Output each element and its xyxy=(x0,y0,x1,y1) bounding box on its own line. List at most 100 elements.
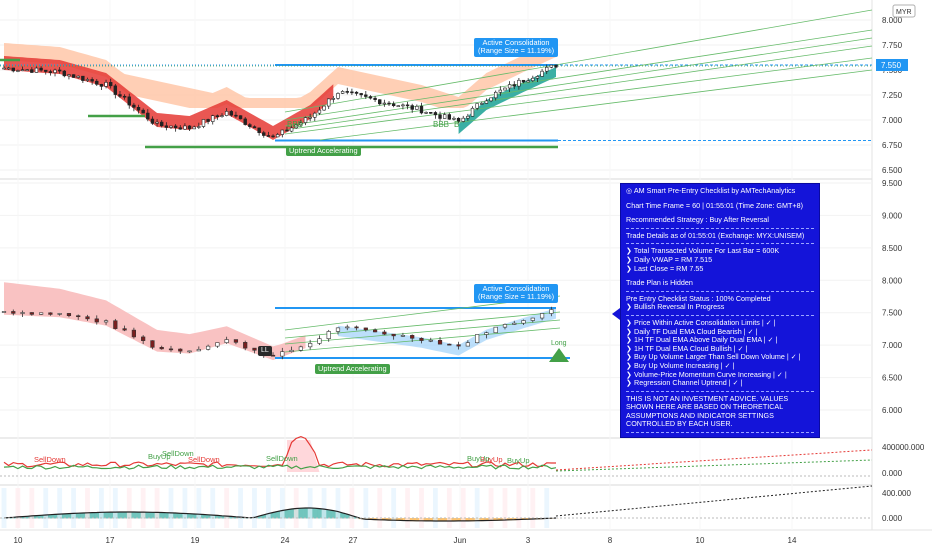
last-close-text: Last Close = RM 7.55 xyxy=(634,263,704,273)
momentum-bar xyxy=(103,512,109,519)
time-tick-label: 10 xyxy=(14,536,23,545)
daily-candle xyxy=(48,312,53,315)
momentum-bar xyxy=(52,514,58,519)
daily-candle xyxy=(326,331,331,340)
daily-candle xyxy=(437,339,443,345)
candle xyxy=(391,103,396,107)
momentum-heat-cell xyxy=(279,488,285,528)
momentum-heat-cell xyxy=(544,488,550,528)
momentum-bar xyxy=(284,509,290,519)
candle xyxy=(517,79,521,87)
momentum-bar xyxy=(298,508,304,519)
candle xyxy=(178,127,182,130)
check-text: Regression Channel Uptrend | ✓ | xyxy=(634,378,743,388)
long-signal-arrow xyxy=(549,348,569,362)
candle xyxy=(354,91,359,94)
time-tick-label: 24 xyxy=(281,536,290,545)
candle xyxy=(521,79,526,83)
candle xyxy=(433,112,438,116)
candle xyxy=(317,109,322,114)
chevron-right-icon: ❯ xyxy=(626,369,635,379)
daily-bull-ribbon xyxy=(338,308,556,356)
chevron-right-icon: ❯ xyxy=(626,263,635,273)
price-tick-label: 7.250 xyxy=(882,91,903,100)
currency-label: MYR xyxy=(896,9,912,16)
candle xyxy=(122,95,127,98)
momentum-bar xyxy=(312,508,318,519)
momentum-heat-cell xyxy=(126,488,132,528)
regression-line xyxy=(319,69,873,141)
momentum-bar xyxy=(456,518,461,522)
candle xyxy=(275,134,280,138)
check-item: ❯ Price Within Active Consolidation Limi… xyxy=(626,318,814,328)
regression-line xyxy=(284,45,873,131)
candle xyxy=(90,79,94,82)
daily-candle xyxy=(530,317,535,321)
candle xyxy=(382,102,387,105)
daily-regression-line xyxy=(284,311,561,339)
momentum-bar xyxy=(493,518,499,521)
daily-candle xyxy=(298,346,303,351)
target-icon: ◎ xyxy=(626,186,634,195)
daily-candle xyxy=(539,313,545,319)
chevron-right-icon: ❯ xyxy=(626,352,635,362)
candle xyxy=(498,89,503,93)
daily-candle xyxy=(76,315,81,318)
momentum-heat-cell xyxy=(57,488,63,528)
momentum-bar xyxy=(34,515,39,519)
daily-candle xyxy=(243,342,248,349)
candle xyxy=(53,69,57,73)
momentum-heat-cell xyxy=(15,488,21,528)
candle xyxy=(512,84,516,87)
momentum-heat-cell xyxy=(140,488,146,528)
signal-bbb-label-2: BBB xyxy=(433,120,449,129)
momentum-bar xyxy=(400,518,406,521)
consolidation-label-daily: Active Consolidation (Range Size = 11.19… xyxy=(474,284,558,303)
momentum-bar xyxy=(465,518,471,522)
trade-details-row: Trade Details as of 01:55:01 (Exchange: … xyxy=(626,230,805,240)
info-panel-pointer xyxy=(612,308,620,320)
candle xyxy=(81,75,85,81)
momentum-bar xyxy=(214,515,220,519)
time-tick-label: 19 xyxy=(191,536,200,545)
candle xyxy=(554,64,558,68)
momentum-heat-cell xyxy=(29,488,35,528)
candle xyxy=(350,91,354,94)
ema-ribbon-bullish xyxy=(458,67,556,134)
daily-candle xyxy=(29,312,34,315)
candle xyxy=(470,107,475,117)
momentum-heat-cell xyxy=(321,488,327,528)
check-item: ❯ Buy Up Volume Increasing | ✓ | xyxy=(626,361,814,371)
daily-candle xyxy=(549,309,554,314)
momentum-bar xyxy=(24,516,30,519)
daily-candle xyxy=(187,350,192,353)
momentum-bar xyxy=(187,513,192,519)
momentum-heat-cell xyxy=(210,488,216,528)
chevron-right-icon: ❯ xyxy=(626,378,635,388)
momentum-curve xyxy=(3,507,557,522)
daily-candle xyxy=(113,320,118,329)
candle xyxy=(104,82,108,87)
daily-candle xyxy=(233,339,239,343)
ichimoku-cloud xyxy=(4,40,556,108)
candle xyxy=(16,70,20,72)
momentum-heat-cell xyxy=(446,488,452,528)
candle xyxy=(484,100,489,104)
signal-bbb-text-2: BBB xyxy=(433,120,450,129)
candle xyxy=(535,76,540,79)
candle xyxy=(489,97,493,102)
candle xyxy=(34,67,39,73)
volume-signal-label: BuyUp xyxy=(507,456,530,465)
momentum-heat-cell xyxy=(112,488,118,528)
momentum-bar xyxy=(150,512,155,519)
momentum-heat-cell xyxy=(377,488,383,528)
momentum-bar xyxy=(340,512,346,519)
momentum-bar xyxy=(479,518,485,522)
candle xyxy=(155,121,159,124)
check-item: ❯ Daily TF Dual EMA Cloud Bearish | ✓ | xyxy=(626,327,814,337)
momentum-heat-cell xyxy=(43,488,49,528)
momentum-heat-cell xyxy=(168,488,174,528)
daily-candle xyxy=(484,332,489,335)
check-text: 1H TF Dual EMA Cloud Bullish | ✓ | xyxy=(634,343,748,353)
price-tick-label: 6.500 xyxy=(882,166,903,175)
